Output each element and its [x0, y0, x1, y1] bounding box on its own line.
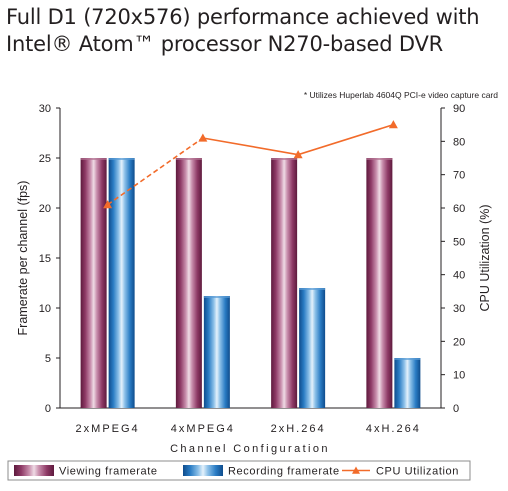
right-tick-label: 60 [453, 203, 465, 215]
bar-viewing-2xH.264 [271, 158, 298, 408]
cpu-point-marker [293, 150, 303, 159]
y2-axis-title: CPU Utilization (%) [478, 205, 492, 312]
bar-recording-2xMPEG4 [108, 158, 135, 408]
left-tick-label: 10 [39, 303, 51, 315]
bar-viewing-4xH.264 [366, 158, 393, 408]
x-tick-label: 4xH.264 [366, 423, 421, 435]
bar-recording-top [108, 158, 135, 160]
legend-label-cpu: CPU Utilization [376, 466, 459, 478]
legend-label-rec: Recording framerate [228, 466, 340, 478]
left-tick-label: 25 [39, 153, 51, 165]
right-tick-label: 40 [453, 270, 465, 282]
bar-viewing-top [80, 158, 107, 160]
left-tick-label: 30 [39, 103, 51, 115]
cpu-point-marker [103, 200, 113, 209]
left-tick-label: 0 [45, 403, 51, 415]
bar-viewing-top [271, 158, 298, 160]
chart-title-line-2: Intel® Atom™ processor N270-based DVR [6, 32, 444, 56]
x-axis-labels: 2xMPEG4 4xMPEG4 2xH.264 4xH.264 [76, 423, 421, 435]
legend-swatch-view [14, 465, 54, 476]
right-axis-ticks: 0 10 20 30 40 50 60 70 80 90 [441, 103, 465, 415]
right-tick-label: 30 [453, 303, 465, 315]
y-axis-title: Framerate per channel (fps) [16, 181, 30, 336]
chart-note: * Utilizes Huperlab 4604Q PCI-e video ca… [304, 90, 498, 100]
cpu-line-group [103, 120, 398, 209]
right-tick-label: 20 [453, 336, 465, 348]
legend-marker-cpu [352, 466, 360, 474]
right-tick-label: 80 [453, 136, 465, 148]
left-tick-label: 5 [45, 353, 51, 365]
cpu-point-marker [198, 133, 208, 142]
left-tick-label: 20 [39, 203, 51, 215]
legend-swatch-rec [183, 465, 223, 476]
legend-frame [7, 460, 471, 481]
bar-viewing-top [175, 158, 202, 160]
left-axis-ticks: 0 5 10 15 20 25 30 [39, 103, 60, 415]
bar-recording-top [299, 288, 326, 290]
right-tick-label: 70 [453, 170, 465, 182]
bar-viewing-2xMPEG4 [80, 158, 107, 408]
bar-viewing-top [366, 158, 393, 160]
bar-recording-2xH.264 [299, 288, 326, 408]
bar-recording-4xMPEG4 [203, 296, 230, 408]
x-tick-label: 2xH.264 [271, 423, 326, 435]
x-axis-title: Channel Configuration [170, 443, 330, 455]
right-tick-label: 10 [453, 370, 465, 382]
bar-viewing-4xMPEG4 [175, 158, 202, 408]
chart-title-line-1: Full D1 (720x576) performance achieved w… [6, 5, 480, 29]
cpu-point-marker [388, 120, 398, 129]
legend: Viewing framerate Recording framerate CPU … [7, 460, 471, 481]
x-tick-label: 4xMPEG4 [171, 423, 235, 435]
right-tick-label: 90 [453, 103, 465, 115]
bar-recording-top [394, 358, 421, 360]
bar-recording-4xH.264 [394, 358, 421, 408]
bars-group [80, 158, 421, 408]
right-tick-label: 0 [453, 403, 459, 415]
chart-title: Full D1 (720x576) performance achieved w… [6, 4, 506, 58]
left-tick-label: 15 [39, 253, 51, 265]
cpu-line-segment-dashed [107, 137, 204, 206]
x-tick-label: 2xMPEG4 [76, 423, 140, 435]
bar-recording-top [203, 296, 230, 298]
right-tick-label: 50 [453, 236, 465, 248]
legend-label-view: Viewing framerate [59, 466, 158, 478]
